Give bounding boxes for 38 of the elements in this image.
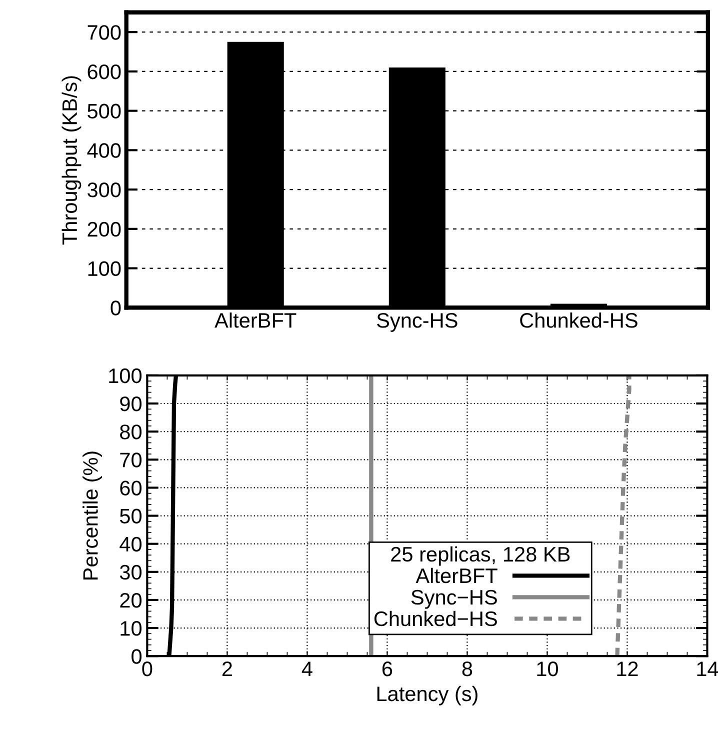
y-tick-label: 10 — [120, 621, 142, 636]
x-tick-label: Sync-HS — [377, 313, 458, 332]
x-tick-label: 14 — [697, 662, 718, 676]
legend-title: 25 replicas, 128 KB — [391, 546, 570, 566]
x-tick-label: 0 — [142, 662, 152, 676]
y-tick-label: 600 — [88, 64, 121, 80]
y-axis-title: Percentile (%) — [82, 452, 102, 580]
y-tick-label: 50 — [120, 508, 142, 524]
legend-label: Chunked−HS — [374, 610, 497, 626]
y-tick-label: 500 — [88, 104, 121, 119]
x-tick-label: 8 — [462, 662, 472, 676]
x-tick-label: 2 — [222, 662, 232, 676]
x-tick-label: 6 — [382, 662, 392, 676]
y-tick-label: 100 — [109, 368, 142, 384]
y-tick-label: 80 — [120, 424, 142, 440]
x-tick-label: AlterBFT — [214, 312, 296, 328]
y-tick-label: 200 — [88, 222, 121, 237]
y-tick-label: 20 — [120, 592, 142, 608]
legend-label: Sync−HS — [411, 590, 497, 609]
y-tick-label: 400 — [87, 143, 121, 158]
y-tick-label: 700 — [88, 25, 121, 40]
x-tick-label: 4 — [302, 662, 312, 676]
y-tick-label: 0 — [110, 300, 121, 316]
x-tick-label: 10 — [537, 662, 558, 676]
y-tick-label: 30 — [120, 564, 142, 580]
x-axis-title: Latency (s) — [377, 686, 478, 706]
y-tick-label: 300 — [88, 182, 121, 198]
legend-label: AlterBFT — [416, 568, 498, 584]
y-tick-label: 40 — [120, 536, 142, 552]
y-axis-title: Throughput (KB/s) — [62, 76, 82, 245]
line-series — [615, 375, 632, 656]
y-tick-label: 60 — [120, 480, 142, 496]
y-tick-label: 70 — [120, 452, 142, 468]
x-tick-label: 12 — [617, 662, 638, 676]
y-tick-label: 100 — [88, 261, 121, 276]
y-tick-label: 90 — [120, 396, 142, 412]
y-tick-label: 0 — [132, 649, 142, 664]
x-tick-label: Chunked-HS — [520, 312, 638, 328]
